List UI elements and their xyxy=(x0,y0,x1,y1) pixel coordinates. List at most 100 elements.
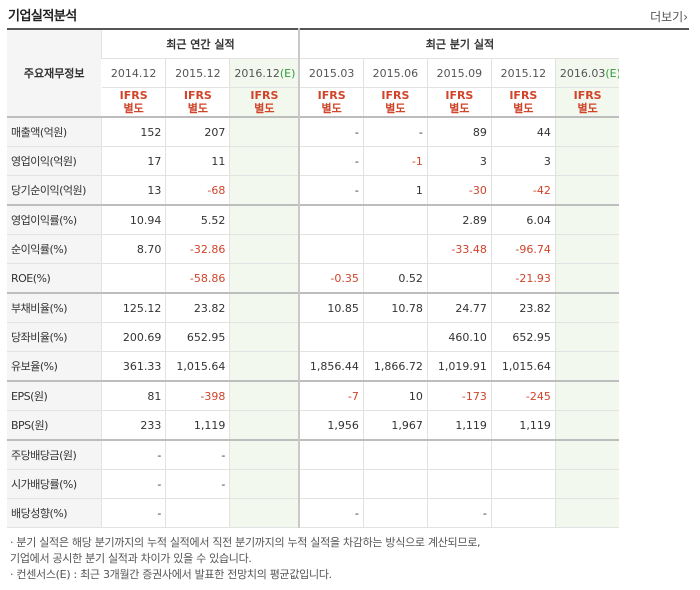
ifrs-line1: IFRS xyxy=(381,89,410,102)
metric-value: -245 xyxy=(490,380,556,411)
metric-value: 1,119 xyxy=(165,410,230,441)
ifrs-line2: 별도 xyxy=(513,102,534,115)
metric-value: 1,119 xyxy=(426,410,492,441)
period-header: 2014.12 xyxy=(101,58,166,88)
metric-value: -68 xyxy=(165,175,230,206)
metric-value: 10.85 xyxy=(298,292,364,323)
metric-value: -173 xyxy=(426,380,492,411)
metric-value: 1,866.72 xyxy=(362,351,428,382)
metric-value: -42 xyxy=(490,175,556,206)
metric-value: -58.86 xyxy=(165,263,230,294)
estimate-mark: (E) xyxy=(605,66,620,80)
period-label: 2014.12 xyxy=(110,66,157,80)
metric-value: 1,967 xyxy=(362,410,428,441)
metric-value: 23.82 xyxy=(165,292,230,323)
metric-value: -21.93 xyxy=(490,263,556,294)
table-row: 유보율(%) 361.33 1,015.64 1,856.44 1,866.72 1,01… xyxy=(7,351,689,382)
metric-value: - xyxy=(101,469,166,499)
metric-value xyxy=(165,498,230,528)
table-row: 배당성향(%) - - - xyxy=(7,498,689,528)
footnote-line: · 분기 실적은 해당 분기까지의 누적 실적에서 직전 분기까지의 누적 실적… xyxy=(10,536,481,549)
period-header: 2015.12 xyxy=(165,58,230,88)
more-label: 더보기 xyxy=(650,10,684,24)
metric-value: - xyxy=(298,146,364,176)
metric-value xyxy=(362,322,428,352)
metric-value: - xyxy=(362,116,428,147)
metric-value: 361.33 xyxy=(101,351,166,382)
metric-label: 당좌비율(%) xyxy=(7,322,102,352)
metric-value: 1 xyxy=(362,175,428,206)
metric-value xyxy=(229,380,300,411)
table-row: 매출액(억원) 152 207- -89 44 xyxy=(7,116,689,147)
metric-value: - xyxy=(165,439,230,470)
metric-value: 11 xyxy=(165,146,230,176)
ifrs-line2: 별도 xyxy=(385,102,406,115)
metric-value xyxy=(362,439,428,470)
metric-value xyxy=(554,351,620,382)
metric-value xyxy=(229,204,300,235)
metric-value xyxy=(298,234,364,264)
metric-value xyxy=(101,263,166,294)
metric-value: - xyxy=(298,498,364,528)
metric-value xyxy=(229,439,300,470)
metric-value xyxy=(554,263,620,294)
metric-label: 당기순이익(억원) xyxy=(7,175,102,206)
metric-label: 유보율(%) xyxy=(7,351,102,382)
metric-value xyxy=(554,498,620,528)
metric-value: 24.77 xyxy=(426,292,492,323)
ifrs-line2: 별도 xyxy=(254,102,275,115)
period-label: 2016.03 xyxy=(559,66,606,80)
period-header: 2015.06 xyxy=(362,58,428,88)
metric-value xyxy=(362,498,428,528)
metric-value: 5.52 xyxy=(165,204,230,235)
metric-value: 1,119 xyxy=(490,410,556,441)
metric-value: - xyxy=(298,175,364,206)
table-row: EPS(원) 81 -398 -7 10 -173 -245 xyxy=(7,380,689,411)
metric-value: -398 xyxy=(165,380,230,411)
period-header: 2015.12 xyxy=(490,58,556,88)
period-header: 2015.03 xyxy=(298,58,364,88)
metric-value xyxy=(229,234,300,264)
metric-value xyxy=(229,498,300,528)
metric-value xyxy=(229,263,300,294)
metric-value: -32.86 xyxy=(165,234,230,264)
metric-label: EPS(원) xyxy=(7,380,102,411)
period-label: 2015.06 xyxy=(372,66,419,80)
table-row: 시가배당률(%) - - xyxy=(7,469,689,499)
ifrs-line2: 별도 xyxy=(449,102,470,115)
metric-value: 23.82 xyxy=(490,292,556,323)
metric-value: 81 xyxy=(101,380,166,411)
metric-value: 1,019.91 xyxy=(426,351,492,382)
table-row: 당기순이익(억원) 13 -68 -1 -30 -42 xyxy=(7,175,689,206)
ifrs-line1: IFRS xyxy=(317,89,346,102)
ifrs-line2: 별도 xyxy=(123,102,144,115)
metric-value: 233 xyxy=(101,410,166,441)
ifrs-label: IFRS 별도 xyxy=(298,87,364,118)
metric-value: -96.74 xyxy=(490,234,556,264)
footnotes: · 분기 실적은 해당 분기까지의 누적 실적에서 직전 분기까지의 누적 실적… xyxy=(10,535,481,583)
ifrs-label: IFRS 별도 xyxy=(554,87,620,118)
metric-label: ROE(%) xyxy=(7,263,102,294)
metric-label: BPS(원) xyxy=(7,410,102,441)
metric-value: - xyxy=(165,469,230,499)
ifrs-label: IFRS 별도 xyxy=(362,87,428,118)
more-link[interactable]: 더보기› xyxy=(650,10,688,24)
metric-value xyxy=(229,146,300,176)
table-row: BPS(원) 233 1,119 1,956 1,967 1,119 1,119 xyxy=(7,410,689,441)
metric-value: -0.35 xyxy=(298,263,364,294)
metric-value: 6.04 xyxy=(490,204,556,235)
metric-value: 1,856.44 xyxy=(298,351,364,382)
metric-value xyxy=(229,175,300,206)
ifrs-label: IFRS 별도 xyxy=(101,87,166,118)
metric-value: 3 xyxy=(490,146,556,176)
ifrs-line1: IFRS xyxy=(250,89,279,102)
metric-value: 2.89 xyxy=(426,204,492,235)
ifrs-label: IFRS 별도 xyxy=(229,87,300,118)
metric-value: 17 xyxy=(101,146,166,176)
metric-value: 652.95 xyxy=(165,322,230,352)
ifrs-line1: IFRS xyxy=(509,89,538,102)
metric-value xyxy=(426,263,492,294)
ifrs-label: IFRS 별도 xyxy=(165,87,230,118)
metric-value xyxy=(229,116,300,147)
metric-label: 매출액(억원) xyxy=(7,116,102,147)
